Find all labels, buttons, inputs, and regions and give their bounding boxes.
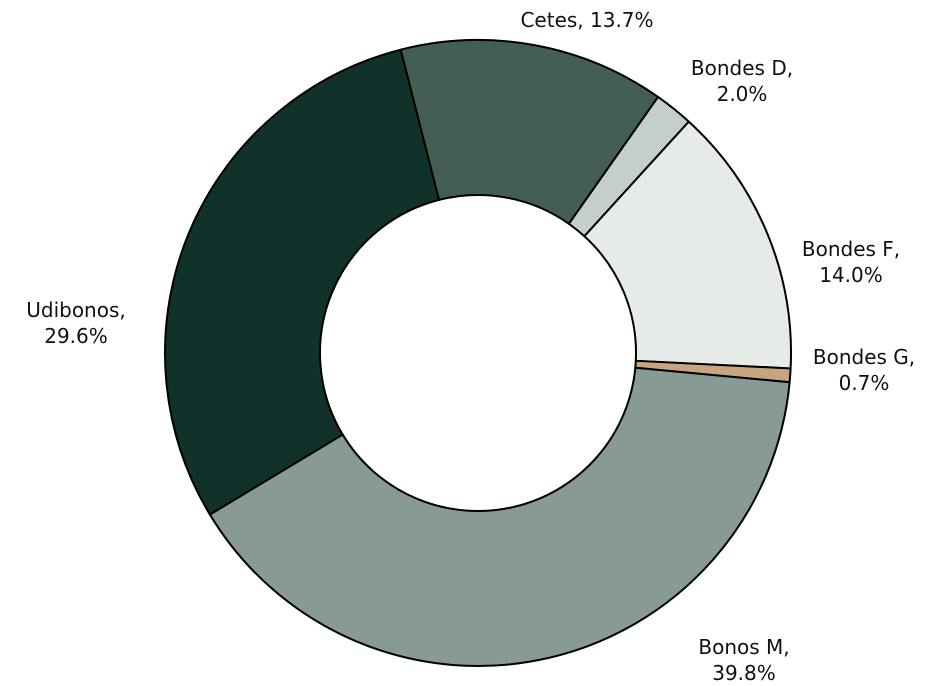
slice-label: Bonos M, 39.8% bbox=[698, 635, 790, 685]
slice-label: Bondes G, 0.7% bbox=[812, 345, 916, 395]
slice bbox=[164, 48, 440, 516]
slice-label: Udibonos, 29.6% bbox=[26, 298, 126, 348]
slice bbox=[583, 120, 792, 370]
slice-label: Cetes, 13.7% bbox=[520, 8, 654, 32]
slice bbox=[208, 366, 791, 667]
slice bbox=[399, 39, 660, 225]
slice-label: Bondes F, 14.0% bbox=[801, 237, 901, 287]
slice-label: Bondes D, 2.0% bbox=[690, 56, 794, 106]
